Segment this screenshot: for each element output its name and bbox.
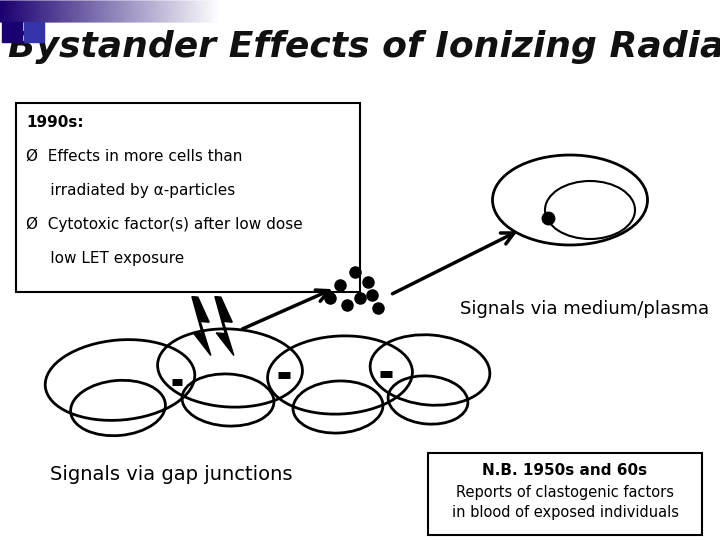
Text: Signals via medium/plasma: Signals via medium/plasma — [460, 300, 709, 318]
Text: 1990s:: 1990s: — [26, 115, 84, 130]
Text: Signals via gap junctions: Signals via gap junctions — [50, 465, 292, 484]
Polygon shape — [192, 296, 211, 355]
Text: N.B. 1950s and 60s: N.B. 1950s and 60s — [482, 463, 647, 478]
Text: Ø  Effects in more cells than: Ø Effects in more cells than — [26, 149, 243, 164]
Text: irradiated by α-particles: irradiated by α-particles — [26, 183, 235, 198]
FancyBboxPatch shape — [16, 103, 360, 292]
Text: low LET exposure: low LET exposure — [26, 251, 184, 266]
FancyBboxPatch shape — [428, 453, 702, 535]
Text: Ø  Cytotoxic factor(s) after low dose: Ø Cytotoxic factor(s) after low dose — [26, 217, 302, 232]
Bar — [2, 22, 22, 42]
Bar — [24, 22, 44, 42]
Text: Reports of clastogenic factors: Reports of clastogenic factors — [456, 485, 674, 500]
Polygon shape — [215, 296, 234, 355]
Text: in blood of exposed individuals: in blood of exposed individuals — [451, 505, 678, 520]
Text: Bystander Effects of Ionizing Radiation: Bystander Effects of Ionizing Radiation — [8, 30, 720, 64]
